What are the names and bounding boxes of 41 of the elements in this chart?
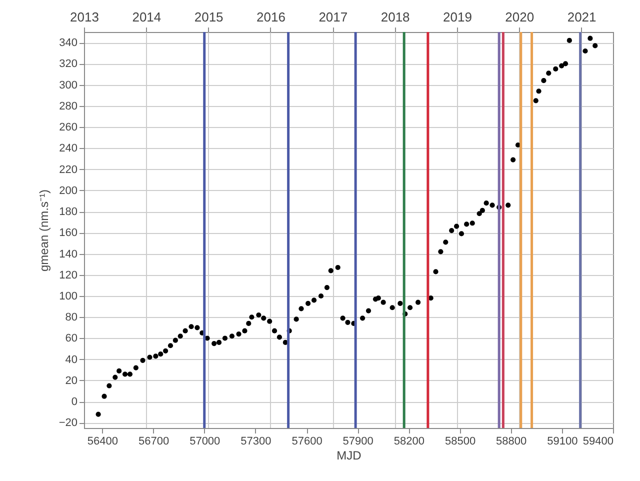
x-tick-label: 58800 xyxy=(496,436,527,448)
x2-tick-label: 2020 xyxy=(505,10,534,24)
y-tick-label: −20 xyxy=(58,417,78,430)
y-tick-label: 260 xyxy=(59,122,78,134)
y-tick-label: 60 xyxy=(65,332,78,345)
y-tick-label: 200 xyxy=(59,184,78,197)
y-tick-label: 220 xyxy=(59,164,78,176)
x-tick-label: 56400 xyxy=(87,436,118,448)
x2-tick-label: 2017 xyxy=(318,10,348,24)
x-tick-label: 58200 xyxy=(394,436,424,448)
x-tick-label: 59400 xyxy=(582,436,614,448)
x2-tick-label: 2013 xyxy=(70,10,99,24)
y-tick-label: 80 xyxy=(65,312,78,324)
y-tick-label: 100 xyxy=(59,290,78,302)
x-tick-label: 59100 xyxy=(547,436,578,448)
x2-tick-label: 2015 xyxy=(194,10,224,24)
y-axis-title: gmean (nm.s⁻¹) xyxy=(36,189,51,272)
x-axis-title: MJD xyxy=(336,448,362,462)
y-tick-label: 120 xyxy=(59,269,78,282)
y-tick-label: 300 xyxy=(59,79,78,92)
y-tick-label: 160 xyxy=(59,227,78,240)
x-tick-label: 57000 xyxy=(190,436,220,448)
x-tick-label: 56700 xyxy=(138,436,170,448)
y-tick-label: 20 xyxy=(65,374,78,387)
x2-tick-label: 2018 xyxy=(380,10,410,24)
x2-tick-label: 2014 xyxy=(132,10,162,24)
x2-tick-label: 2019 xyxy=(443,10,472,24)
x-tick-label: 58500 xyxy=(444,436,476,448)
y-tick-label: 40 xyxy=(65,354,78,366)
x2-tick-label: 2021 xyxy=(567,10,596,24)
x-tick-label: 57900 xyxy=(342,436,374,448)
y-tick-label: 0 xyxy=(71,396,78,408)
y-tick-label: 180 xyxy=(59,206,78,218)
y-tick-label: 340 xyxy=(59,37,78,50)
y-tick-label: 240 xyxy=(59,142,78,155)
y-tick-label: 280 xyxy=(59,100,78,112)
x-tick-label: 57300 xyxy=(240,436,272,448)
x2-tick-label: 2016 xyxy=(256,10,286,24)
y-tick-label: 320 xyxy=(59,58,78,70)
x-tick-label: 57600 xyxy=(292,436,322,448)
y-tick-label: 140 xyxy=(59,248,78,260)
